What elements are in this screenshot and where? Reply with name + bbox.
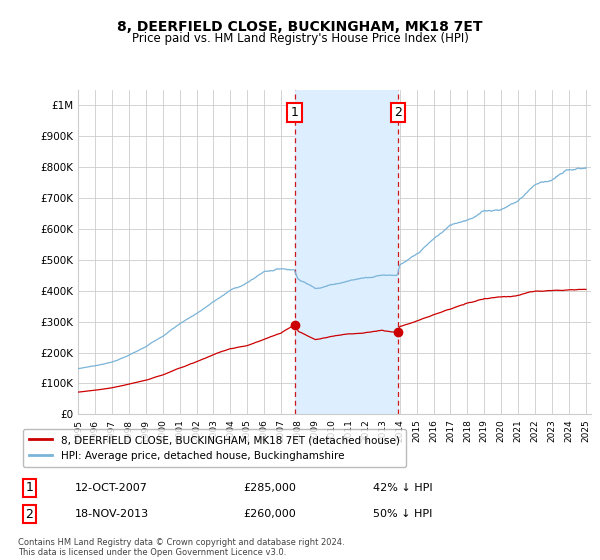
Text: Contains HM Land Registry data © Crown copyright and database right 2024.
This d: Contains HM Land Registry data © Crown c… <box>18 538 344 557</box>
Text: 1: 1 <box>290 106 298 119</box>
Bar <box>295 90 398 414</box>
Text: 2: 2 <box>25 508 33 521</box>
Text: 1: 1 <box>25 481 33 494</box>
Text: Price paid vs. HM Land Registry's House Price Index (HPI): Price paid vs. HM Land Registry's House … <box>131 32 469 45</box>
Text: £260,000: £260,000 <box>244 509 296 519</box>
Text: 42% ↓ HPI: 42% ↓ HPI <box>373 483 433 493</box>
Text: £285,000: £285,000 <box>244 483 296 493</box>
Text: 8, DEERFIELD CLOSE, BUCKINGHAM, MK18 7ET: 8, DEERFIELD CLOSE, BUCKINGHAM, MK18 7ET <box>117 20 483 34</box>
Text: 18-NOV-2013: 18-NOV-2013 <box>74 509 149 519</box>
Text: 2: 2 <box>394 106 401 119</box>
Text: 12-OCT-2007: 12-OCT-2007 <box>74 483 147 493</box>
Text: 50% ↓ HPI: 50% ↓ HPI <box>373 509 433 519</box>
Legend: 8, DEERFIELD CLOSE, BUCKINGHAM, MK18 7ET (detached house), HPI: Average price, d: 8, DEERFIELD CLOSE, BUCKINGHAM, MK18 7ET… <box>23 429 406 467</box>
